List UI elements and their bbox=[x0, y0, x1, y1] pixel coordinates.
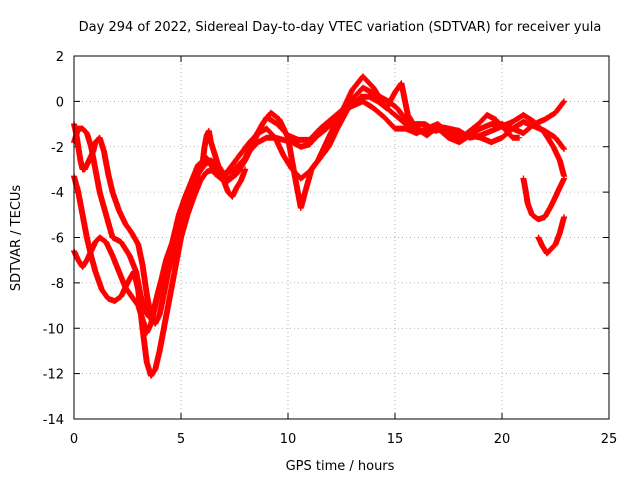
y-tick-label: -4 bbox=[51, 186, 64, 201]
x-tick-label: 10 bbox=[280, 432, 297, 447]
x-tick-label: 15 bbox=[387, 432, 404, 447]
plot-frame bbox=[73, 55, 610, 420]
series-track-e bbox=[199, 127, 249, 200]
y-tick-label: -2 bbox=[51, 141, 64, 156]
x-tick-label: 25 bbox=[601, 432, 618, 447]
x-axis-label: GPS time / hours bbox=[286, 459, 395, 474]
x-tick-label: 5 bbox=[177, 432, 185, 447]
y-tick-label: 2 bbox=[56, 50, 64, 65]
x-tick-label: 0 bbox=[70, 432, 78, 447]
y-tick-label: -6 bbox=[51, 232, 64, 247]
series-track-f bbox=[520, 175, 568, 223]
series-markers bbox=[535, 214, 568, 257]
y-tick-label: -8 bbox=[51, 277, 64, 292]
chart-title: Day 294 of 2022, Sidereal Day-to-day VTE… bbox=[79, 20, 602, 35]
y-axis-label: SDTVAR / TECUs bbox=[9, 185, 24, 292]
y-tick-label: 0 bbox=[56, 95, 64, 110]
data-series bbox=[71, 73, 568, 379]
series-track-g bbox=[535, 214, 568, 257]
y-tick-label: -12 bbox=[43, 368, 64, 383]
series-markers bbox=[520, 175, 568, 223]
y-tick-label: -10 bbox=[43, 322, 64, 337]
y-tick-label: -14 bbox=[43, 413, 64, 428]
x-tick-label: 20 bbox=[494, 432, 511, 447]
series-markers bbox=[199, 127, 249, 200]
